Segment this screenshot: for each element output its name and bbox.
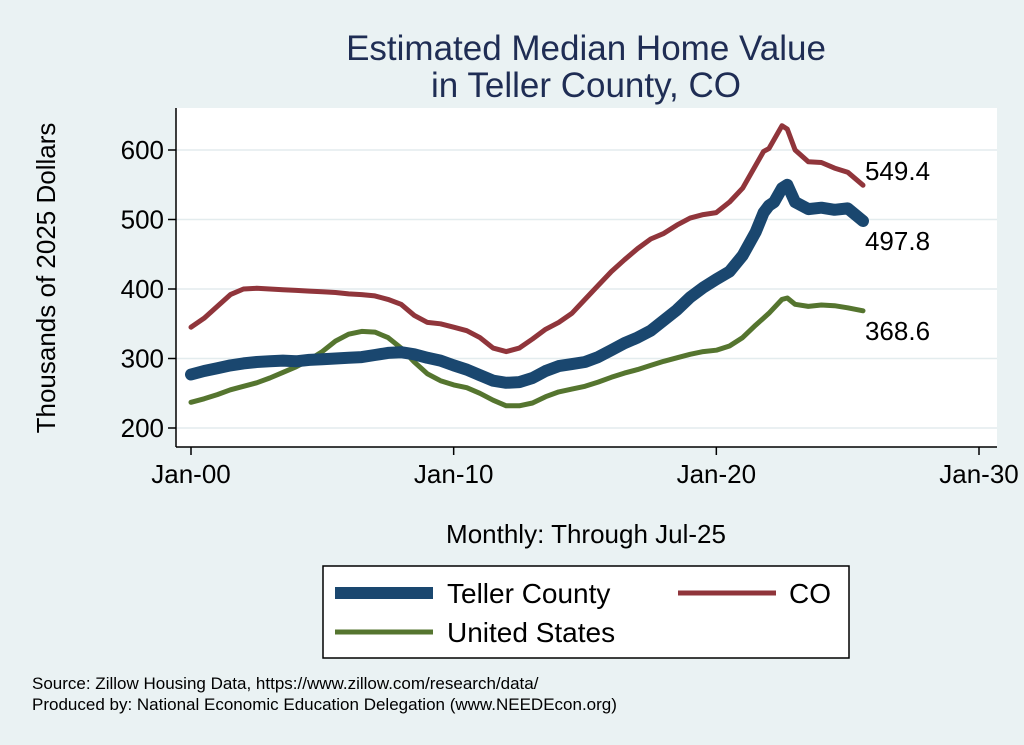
- x-tick-label: Jan-30: [939, 459, 1019, 489]
- series-line-teller-county: [185, 178, 869, 389]
- legend-label-us: United States: [447, 617, 615, 648]
- chart-title-line2: in Teller County, CO: [431, 66, 741, 105]
- end-label-united-states: 368.6: [865, 316, 930, 346]
- y-tick-label: 200: [121, 413, 164, 443]
- legend-label-teller: Teller County: [447, 578, 610, 609]
- y-tick-label: 600: [121, 135, 164, 165]
- y-axis-title: Thousands of 2025 Dollars: [31, 123, 61, 434]
- y-tick-label: 300: [121, 344, 164, 374]
- end-labels: 368.6 549.4 497.8: [865, 156, 930, 346]
- end-label-co: 549.4: [865, 156, 930, 186]
- plot-area: [176, 108, 997, 447]
- producer-note: Produced by: National Economic Education…: [32, 695, 617, 714]
- x-tick-label: Jan-20: [677, 459, 757, 489]
- y-axis-ticks: 200 300 400 500 600: [121, 135, 176, 443]
- series-line-co: [188, 123, 866, 355]
- y-tick-label: 400: [121, 274, 164, 304]
- source-note: Source: Zillow Housing Data, https://www…: [32, 674, 539, 693]
- x-tick-label: Jan-10: [414, 459, 494, 489]
- x-axis-title: Monthly: Through Jul-25: [446, 519, 726, 549]
- legend-label-co: CO: [789, 578, 831, 609]
- chart-title-line1: Estimated Median Home Value: [346, 29, 826, 68]
- y-tick-label: 500: [121, 205, 164, 235]
- x-tick-label: Jan-00: [151, 459, 231, 489]
- legend-box: [322, 565, 850, 659]
- x-axis-ticks: Jan-00 Jan-10 Jan-20 Jan-30: [151, 447, 1019, 489]
- series-lines: [185, 123, 869, 409]
- end-label-teller-county: 497.8: [865, 226, 930, 256]
